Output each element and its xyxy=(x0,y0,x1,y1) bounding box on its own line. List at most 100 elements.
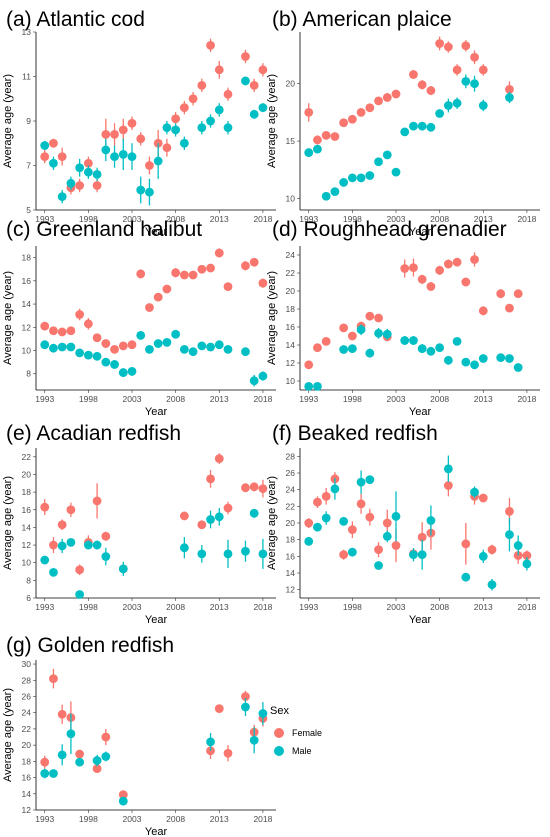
data-point-female xyxy=(188,270,198,280)
y-axis-title: Average age (year) xyxy=(2,271,14,365)
data-point-female xyxy=(426,282,436,291)
data-point-male xyxy=(313,144,322,154)
data-point-male xyxy=(188,347,198,357)
data-point-male xyxy=(249,508,259,518)
data-point-female xyxy=(136,134,146,144)
data-point-female xyxy=(75,565,85,575)
data-point-male xyxy=(101,552,111,561)
data-point-female xyxy=(127,118,137,128)
data-point-male xyxy=(304,536,314,546)
y-tick-label: 8 xyxy=(26,369,31,379)
data-point-female xyxy=(330,132,340,141)
data-point-male xyxy=(478,551,488,561)
data-point-female xyxy=(435,39,445,48)
data-point-male xyxy=(382,531,392,541)
data-point-female xyxy=(145,161,154,170)
data-point-female xyxy=(382,93,392,102)
data-point-female xyxy=(57,520,67,530)
data-point-female xyxy=(40,152,50,162)
y-tick-label: 9 xyxy=(26,116,31,126)
legend-key-male xyxy=(274,746,284,756)
x-axis-title: Year xyxy=(145,226,168,238)
data-point-male xyxy=(197,549,207,559)
y-tick-label: 22 xyxy=(22,452,32,462)
y-tick-label: 16 xyxy=(286,322,296,332)
data-point-male xyxy=(101,357,111,367)
data-point-male xyxy=(409,121,418,131)
y-tick-label: 24 xyxy=(22,708,32,718)
panel-title: (b) American plaice xyxy=(272,8,452,31)
data-point-female xyxy=(313,343,322,353)
data-point-female xyxy=(110,344,119,354)
y-axis-title: Average age (year) xyxy=(266,74,278,168)
data-point-female xyxy=(304,107,314,117)
y-axis-title: Average age (year) xyxy=(266,476,278,570)
panel-greenland-halibut: (c) Greenland halibut 8 10 12 14 16 18 1993 199… xyxy=(2,218,276,418)
data-point-female xyxy=(101,531,111,541)
data-point-female xyxy=(127,340,137,350)
data-point-male xyxy=(49,158,58,168)
data-point-female xyxy=(452,257,462,267)
data-point-male xyxy=(66,178,76,188)
x-axis-title: Year xyxy=(145,826,168,837)
data-point-male xyxy=(330,484,340,494)
data-point-female xyxy=(241,692,250,701)
data-point-male xyxy=(179,543,189,553)
data-point-female xyxy=(443,42,453,52)
data-point-male xyxy=(179,138,189,148)
data-point-male xyxy=(258,549,268,559)
panel-roughhead-grenadier: (d) Roughhead grenadier 10 12 14 16 18 20 22 24… xyxy=(266,218,540,418)
data-point-female xyxy=(478,493,488,503)
data-point-male xyxy=(241,76,250,86)
y-tick-label: 12 xyxy=(286,585,296,595)
y-tick-label: 16 xyxy=(286,551,296,561)
data-point-male xyxy=(461,572,471,582)
y-tick-label: 13 xyxy=(22,27,32,37)
data-point-female xyxy=(197,520,207,530)
y-tick-label: 12 xyxy=(22,322,32,332)
panel-title: (f) Beaked redfish xyxy=(272,422,438,445)
data-point-male xyxy=(241,702,250,712)
data-point-male xyxy=(478,101,488,110)
data-point-male xyxy=(127,152,137,162)
data-point-male xyxy=(391,511,401,521)
data-point-female xyxy=(75,181,85,190)
data-point-female xyxy=(118,125,128,135)
y-tick-label: 30 xyxy=(22,659,32,669)
data-point-male xyxy=(214,512,224,522)
y-tick-label: 26 xyxy=(22,691,32,701)
data-point-female xyxy=(452,65,462,75)
x-axis-title: Year xyxy=(409,406,432,418)
data-point-male xyxy=(356,325,366,335)
data-point-male xyxy=(443,101,453,110)
data-point-male xyxy=(258,103,268,113)
data-point-female xyxy=(40,321,50,331)
data-point-male xyxy=(223,344,233,354)
data-point-male xyxy=(417,121,427,131)
data-point-female xyxy=(101,129,111,139)
data-point-male xyxy=(179,344,189,354)
x-tick-label: 2018 xyxy=(517,214,536,224)
y-tick-label: 16 xyxy=(22,276,32,286)
y-tick-label: 14 xyxy=(22,299,32,309)
y-tick-label: 18 xyxy=(286,304,296,314)
data-point-male xyxy=(400,336,410,345)
data-point-male xyxy=(505,93,514,102)
data-point-female xyxy=(118,790,128,799)
data-point-male xyxy=(330,187,340,197)
data-point-female xyxy=(304,518,314,528)
y-tick-label: 12 xyxy=(286,358,296,368)
data-point-male xyxy=(241,347,250,357)
data-point-female xyxy=(188,94,198,104)
data-point-female xyxy=(374,545,383,555)
data-point-male xyxy=(57,192,67,202)
y-tick-label: 26 xyxy=(286,468,296,478)
x-tick-label: 1993 xyxy=(299,602,318,612)
data-point-male xyxy=(101,145,111,155)
data-point-male xyxy=(470,79,479,89)
x-tick-label: 2003 xyxy=(387,214,406,224)
y-axis-title: Average age (year) xyxy=(2,74,14,168)
data-point-male xyxy=(347,173,357,183)
x-tick-label: 2018 xyxy=(517,394,536,404)
data-point-male xyxy=(66,538,76,547)
